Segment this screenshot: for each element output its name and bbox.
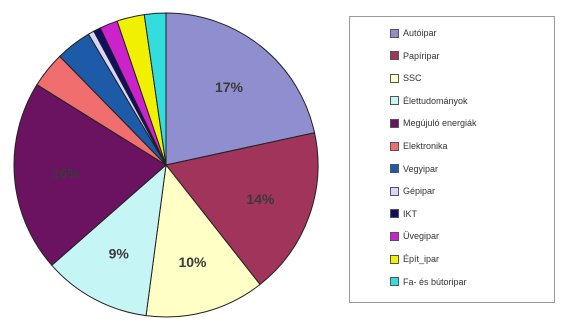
legend-item: Megújuló energiák [390, 116, 477, 130]
legend-label: Megújuló energiák [403, 118, 477, 129]
legend-swatch [390, 28, 399, 38]
legend-item: Autóipar [390, 26, 437, 40]
legend-item: Gépipar [390, 184, 435, 198]
pie-slice-megújuló-energiák [13, 83, 167, 266]
legend-list: Autóipar Papíripar SSC Élettudományok Megúju… [350, 17, 554, 302]
legend-label: Autóipar [403, 28, 437, 38]
legend-label: Vegyipar [403, 163, 439, 174]
legend-item: Papíripar [390, 49, 440, 63]
legend-label: Fa- és bútoripar [403, 276, 467, 287]
pie-data-label: 10% [178, 254, 207, 270]
legend-swatch [390, 96, 399, 106]
legend-label: Élettudományok [403, 95, 468, 106]
pie-slice-autóipar [165, 12, 316, 166]
pie-slices [13, 12, 319, 318]
legend-swatch [390, 254, 399, 264]
legend-label: Elektronika [403, 141, 448, 151]
legend-label: Gépipar [403, 186, 436, 197]
pie-data-label: 14% [246, 191, 275, 207]
legend-item: Fa- és bútoripar [390, 275, 467, 289]
legend-swatch [390, 51, 399, 61]
legend-item: IKT [390, 207, 417, 221]
pie-slice-ssc [145, 163, 261, 318]
legend-label: IKT [403, 208, 418, 219]
legend-item: Vegyipar [390, 162, 438, 176]
legend-swatch [390, 164, 399, 174]
legend-item: SSC [390, 71, 422, 85]
legend-swatch [390, 277, 399, 287]
pie-data-label: 16% [52, 165, 81, 181]
legend-item: Elektronika [390, 139, 448, 153]
legend-swatch [390, 186, 399, 196]
chart-legend: Autóipar Papíripar SSC Élettudományok Megúju… [349, 16, 555, 303]
legend-swatch [390, 118, 399, 128]
legend-label: SSC [403, 73, 422, 84]
pie-data-labels: 17% 14% 10% 9% 16% [52, 79, 275, 270]
legend-label: Üvegipar [403, 231, 440, 242]
pie-slice-papíripar [165, 132, 319, 286]
legend-swatch [390, 141, 399, 151]
legend-item: Élettudományok [390, 94, 468, 108]
legend-label: Papíripar [403, 50, 440, 61]
pie-data-label: 9% [109, 246, 130, 262]
legend-swatch [390, 231, 399, 241]
pie-slice-fa-és-bútoripar [143, 12, 167, 166]
pie-slice-élettudományok [51, 163, 167, 317]
legend-item: Épít_ipar [390, 252, 439, 266]
legend-item: Üvegipar [390, 229, 439, 243]
legend-swatch [390, 209, 399, 219]
legend-label: Épít_ipar [403, 254, 440, 264]
legend-swatch [390, 73, 399, 83]
pie-data-label: 17% [215, 79, 244, 95]
